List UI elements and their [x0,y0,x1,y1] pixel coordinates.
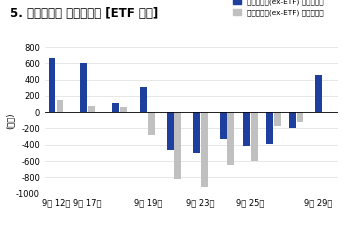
Bar [274,112,280,126]
Bar [57,100,63,112]
Y-axis label: (억원): (억원) [6,112,14,129]
Bar [140,87,147,112]
Legend: 국내주식형(ex-ETF) 자금유출입, 해외주식형(ex-ETF) 자금유출입: 국내주식형(ex-ETF) 자금유출입, 해외주식형(ex-ETF) 자금유출입 [230,0,326,19]
Bar [148,112,155,135]
Bar [297,112,304,122]
Bar [194,112,200,153]
Bar [112,103,119,112]
Bar [289,112,296,128]
Bar [243,112,249,146]
Bar [49,58,55,112]
Bar [88,106,95,112]
Bar [227,112,234,165]
Bar [174,112,181,179]
Bar [266,112,273,144]
Bar [251,112,258,161]
Bar [201,112,208,187]
Text: 5. 주식형펀드 자금유출입 [ETF 제외]: 5. 주식형펀드 자금유출입 [ETF 제외] [10,7,159,20]
Bar [220,112,227,139]
Bar [120,107,127,112]
Bar [80,63,87,112]
Bar [167,112,174,150]
Bar [315,75,322,112]
